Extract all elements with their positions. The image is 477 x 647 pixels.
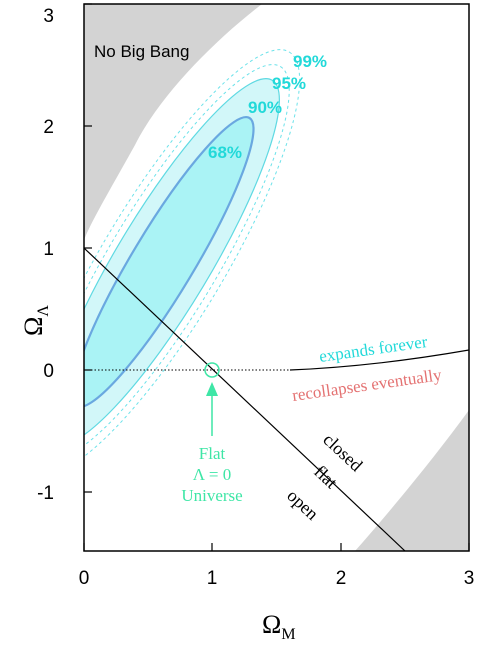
plot-frame [83, 3, 470, 552]
x-tick-label: 0 [79, 568, 90, 589]
y-tick-label: 3 [43, 6, 54, 27]
y-ticks [84, 3, 92, 493]
x-tick-label: 2 [336, 568, 347, 589]
contour-label-95: 95% [272, 74, 306, 93]
y-axis-label: ΩΛ [19, 305, 52, 336]
no-big-bang-label: No Big Bang [94, 42, 189, 61]
contour-95 [84, 64, 290, 460]
svg-text:ΩΛ: ΩΛ [19, 305, 52, 336]
contour-label-90: 90% [248, 98, 282, 117]
svg-text:ΩM: ΩM [262, 610, 296, 643]
marker-label-line: Flat [199, 444, 226, 463]
contour-label-99: 99% [293, 52, 327, 71]
y-tick-label: -1 [37, 483, 54, 504]
marker-label-line: Universe [181, 486, 242, 505]
flat-universe-marker [204, 362, 220, 378]
expands-forever-label: expands forever [318, 332, 429, 366]
x-tick-label: 1 [207, 568, 218, 589]
x-ticks [83, 543, 470, 551]
lower-right-region [355, 410, 469, 551]
y-tick-label: 0 [43, 361, 54, 382]
flat-line [84, 247, 406, 551]
contour-label-68: 68% [208, 143, 242, 162]
y-tick-label: 2 [43, 117, 54, 138]
marker-arrow-head [206, 382, 218, 396]
expansion-boundary [289, 349, 469, 371]
marker-label-line: Λ = 0 [193, 465, 231, 484]
contour-68 [84, 116, 255, 408]
recollapses-label: recollapses eventually [291, 365, 443, 405]
x-tick-label: 3 [464, 568, 475, 589]
y-tick-label: 1 [43, 239, 54, 260]
no-big-bang-region [84, 4, 262, 240]
x-axis-label: ΩM [262, 610, 296, 643]
open-label: open [283, 485, 322, 523]
